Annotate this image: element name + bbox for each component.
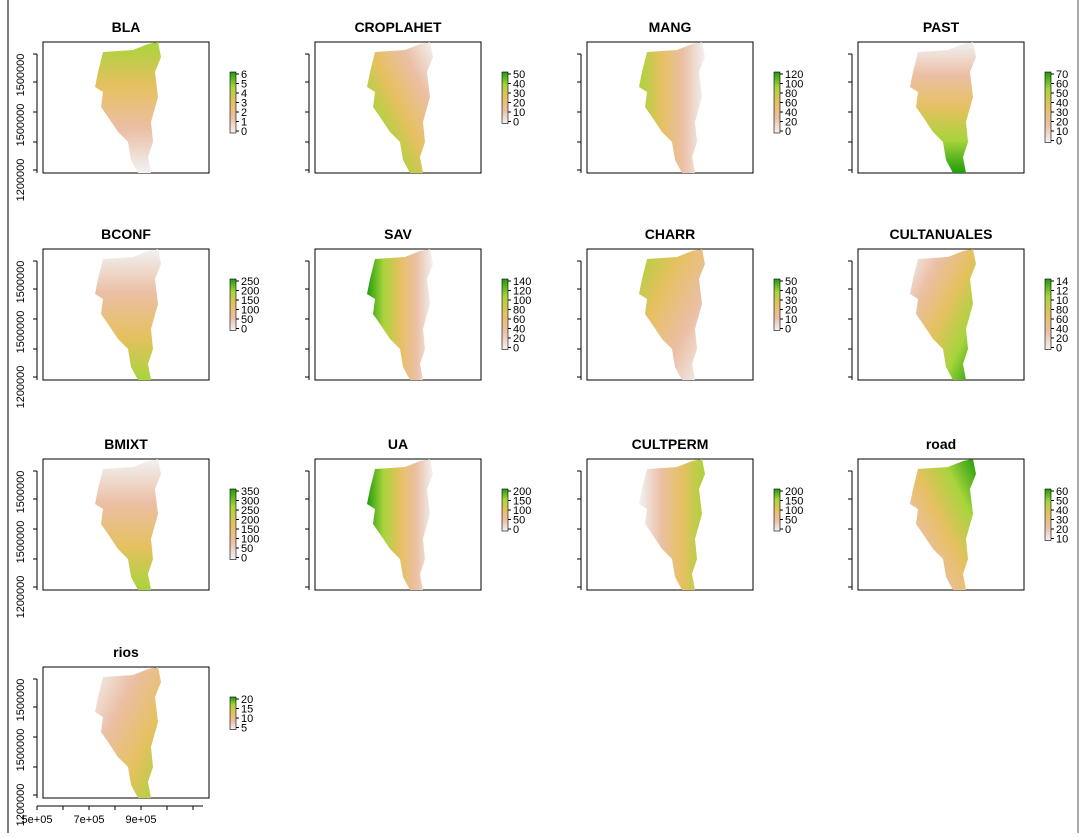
legend-bar — [774, 279, 780, 331]
legend-bar — [1045, 489, 1051, 541]
legend-label: 0 — [785, 524, 791, 536]
legend-label: 0 — [241, 324, 247, 336]
legend-label: 0 — [1056, 343, 1062, 355]
y-tick-label: 1500000 — [15, 679, 27, 722]
panel-title: CHARR — [645, 226, 696, 242]
legend-bar — [230, 697, 236, 730]
panel-title: MANG — [649, 19, 692, 35]
legend-label: 5 — [241, 723, 247, 735]
legend-bar — [502, 279, 508, 350]
legend-bar — [1045, 279, 1051, 350]
panel-title: UA — [388, 436, 408, 452]
x-tick-label: 5e+05 — [22, 814, 53, 826]
panel-title: PAST — [923, 19, 960, 35]
legend-label: 0 — [513, 343, 519, 355]
legend-label: 0 — [785, 324, 791, 336]
y-tick-label: 1500000 — [15, 729, 27, 772]
panel-title: road — [926, 436, 956, 452]
panel-title: rios — [113, 644, 139, 660]
legend-bar — [774, 489, 780, 531]
legend-bar — [230, 72, 236, 133]
legend-label: 0 — [513, 117, 519, 129]
legend-bar — [774, 72, 780, 133]
legend-bar — [502, 489, 508, 531]
legend-label: 0 — [241, 553, 247, 565]
legend-label: 10 — [1056, 534, 1068, 546]
y-tick-label: 1500000 — [15, 54, 27, 97]
panel-title: CULTPERM — [632, 436, 709, 452]
x-tick-label: 9e+05 — [126, 814, 157, 826]
y-tick-label: 1200000 — [15, 159, 27, 202]
legend-label: 0 — [1056, 136, 1062, 148]
legend-label: 0 — [785, 126, 791, 138]
x-tick-label: 7e+05 — [74, 814, 105, 826]
legend-label: 0 — [241, 126, 247, 138]
panel-title: BLA — [112, 19, 141, 35]
panel-title: BMIXT — [104, 436, 148, 452]
legend-bar — [230, 279, 236, 331]
legend-bar — [502, 72, 508, 124]
panel-title: CROPLAHET — [354, 19, 442, 35]
y-tick-label: 1500000 — [15, 471, 27, 514]
y-tick-label: 1500000 — [15, 311, 27, 354]
legend-bar — [230, 489, 236, 560]
y-tick-label: 1200000 — [15, 366, 27, 409]
y-tick-label: 1500000 — [15, 261, 27, 304]
y-tick-label: 1200000 — [15, 576, 27, 619]
panel-title: CULTANUALES — [890, 226, 993, 242]
legend-bar — [1045, 72, 1051, 143]
plot-window: BLA1500000150000012000006543210CROPLAHET… — [0, 0, 1081, 833]
legend-label: 0 — [513, 524, 519, 536]
y-tick-label: 1500000 — [15, 521, 27, 564]
y-tick-label: 1500000 — [15, 104, 27, 147]
panel-title: BCONF — [101, 226, 151, 242]
panel-title: SAV — [384, 226, 412, 242]
